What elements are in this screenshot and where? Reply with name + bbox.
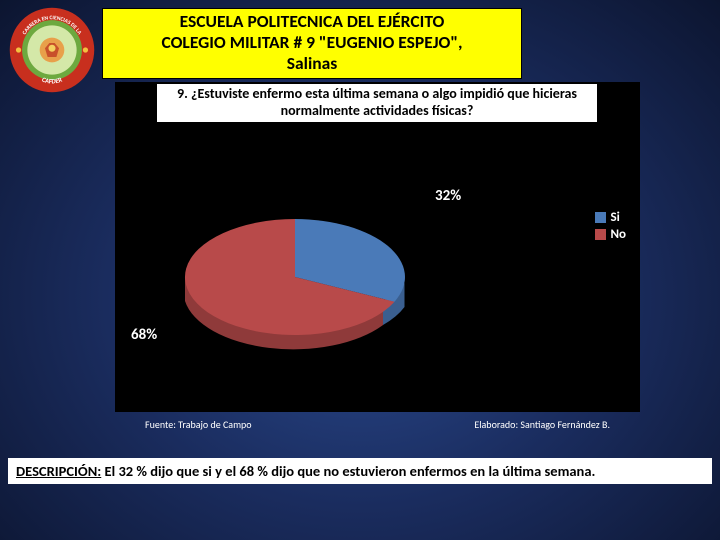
description-label: DESCRIPCIÓN: — [16, 462, 101, 480]
pct-label-si: 32% — [435, 187, 461, 205]
legend-label-si: Si — [610, 210, 619, 225]
elaborado: Elaborado: Santiago Fernández B. — [474, 418, 610, 431]
pie-chart — [175, 197, 415, 367]
institution-title: ESCUELA POLITECNICA DEL EJÉRCITO COLEGIO… — [102, 8, 522, 79]
legend-label-no: No — [610, 227, 626, 242]
legend-item-no: No — [595, 227, 626, 242]
chart-sources: Fuente: Trabajo de Campo Elaborado: Sant… — [115, 418, 640, 431]
pie-chart-panel: 9. ¿Estuviste enfermo esta última semana… — [115, 82, 640, 412]
legend-swatch-si — [595, 212, 606, 223]
institution-logo-icon: CARRERA EN CIENCIAS DE LA CAFDER — [8, 6, 96, 94]
chart-legend: Si No — [595, 210, 626, 244]
legend-swatch-no — [595, 229, 606, 240]
description-text: El 32 % dijo que si y el 68 % dijo que n… — [101, 462, 595, 480]
chart-question: 9. ¿Estuviste enfermo esta última semana… — [157, 84, 597, 122]
legend-item-si: Si — [595, 210, 626, 225]
fuente: Fuente: Trabajo de Campo — [145, 418, 252, 431]
description-bar: DESCRIPCIÓN: El 32 % dijo que si y el 68… — [8, 458, 712, 484]
title-line-3: Salinas — [117, 53, 507, 74]
pct-label-no: 68% — [131, 326, 157, 344]
title-line-2: COLEGIO MILITAR # 9 "EUGENIO ESPEJO", — [117, 32, 507, 53]
title-line-1: ESCUELA POLITECNICA DEL EJÉRCITO — [117, 11, 507, 32]
